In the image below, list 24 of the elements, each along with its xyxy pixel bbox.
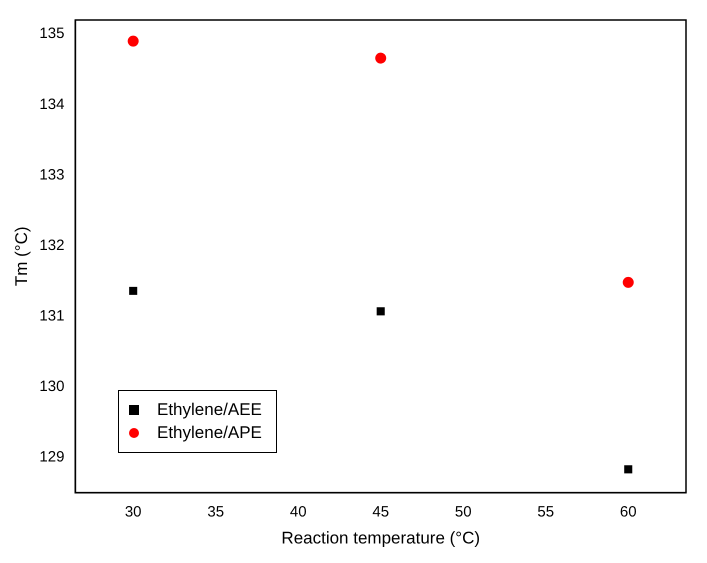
- x-tick-label: 50: [454, 504, 472, 521]
- x-tick-label: 30: [124, 504, 142, 521]
- y-tick-label: 131: [39, 307, 64, 324]
- legend-label: Ethylene/APE: [157, 423, 262, 443]
- x-tick-label: 35: [207, 504, 224, 521]
- y-tick-label: 130: [39, 378, 64, 395]
- point: [376, 307, 385, 316]
- y-tick-label: 135: [39, 25, 64, 42]
- x-tick-label: 60: [620, 504, 637, 521]
- y-tick-label: 133: [39, 166, 64, 184]
- y-tick-label: 134: [39, 96, 64, 113]
- x-tick-label: 40: [290, 504, 307, 521]
- point: [622, 276, 634, 288]
- y-tick-label: 132: [39, 236, 64, 254]
- y-axis-title: Tm (°C): [12, 226, 31, 286]
- x-axis-title: Reaction temperature (°C): [281, 528, 480, 548]
- legend-label: Ethylene/AEE: [157, 400, 262, 420]
- x-tick-label: 45: [372, 504, 390, 521]
- point: [129, 286, 138, 295]
- x-tick-label: 55: [537, 504, 554, 521]
- y-tick-label: 129: [39, 448, 64, 466]
- point: [375, 52, 386, 64]
- point: [624, 465, 632, 474]
- point: [128, 36, 139, 47]
